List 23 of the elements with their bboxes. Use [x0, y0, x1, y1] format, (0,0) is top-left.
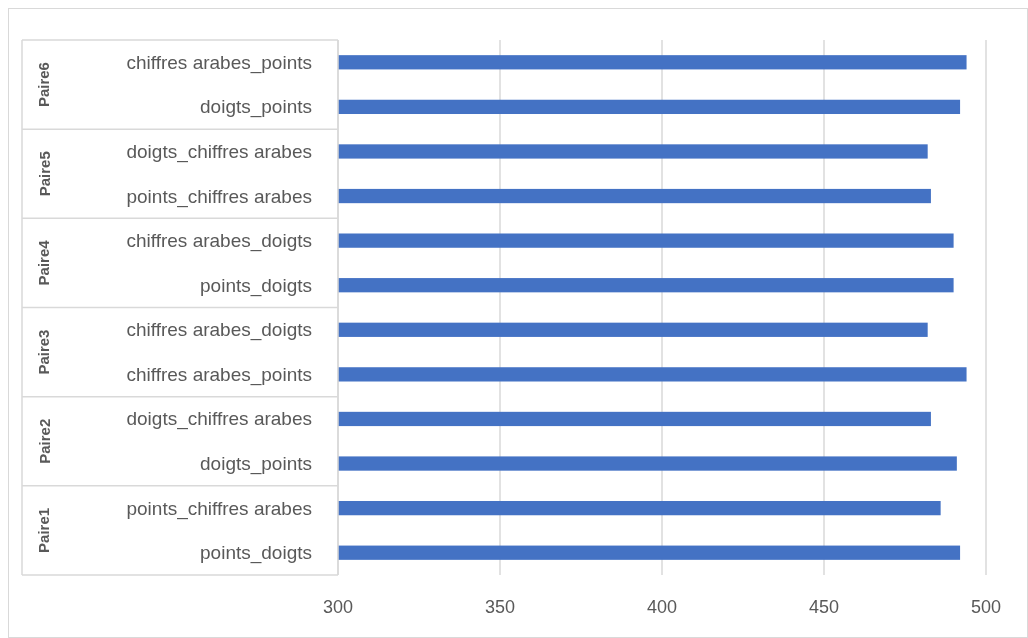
y-tick-label: chiffres arabes_doigts — [126, 230, 312, 253]
y-tick-label: points_chiffres arabes — [126, 185, 312, 208]
y-tick-label: points_doigts — [200, 542, 312, 565]
y-tick-label: chiffres arabes_points — [126, 51, 312, 74]
text: Paire1 — [35, 507, 53, 553]
y-tick-label: points_doigts — [200, 274, 312, 297]
text: Paire4 — [35, 239, 53, 286]
x-tick-label: 500 — [970, 597, 1002, 617]
x-tick-label: 450 — [808, 597, 840, 617]
y-tick-label: doigts_points — [200, 453, 312, 476]
y-tick-label: doigts_chiffres arabes — [126, 140, 312, 163]
x-tick-label: 400 — [646, 597, 678, 617]
y-tick-label: chiffres arabes_doigts — [126, 319, 312, 342]
y-tick-label: chiffres arabes_points — [126, 363, 312, 386]
text: Paire5 — [35, 151, 53, 197]
y-tick-label: doigts_points — [200, 96, 312, 119]
x-tick-label: 350 — [484, 597, 516, 617]
x-tick-label: 300 — [322, 597, 354, 617]
y-tick-label: points_chiffres arabes — [126, 497, 312, 520]
text: Paire3 — [35, 329, 53, 375]
y-tick-label: doigts_chiffres arabes — [126, 408, 312, 431]
text: Paire2 — [35, 418, 53, 464]
text: Paire6 — [35, 62, 53, 108]
